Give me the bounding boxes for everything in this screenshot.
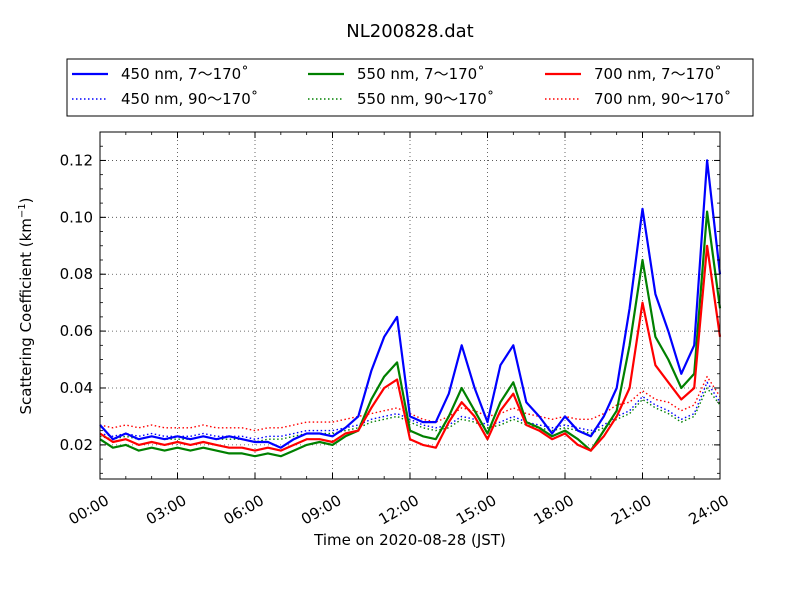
x-tick-label: 03:00 <box>143 491 189 528</box>
x-axis-label: Time on 2020-08-28 (JST) <box>313 531 506 549</box>
legend-label: 700 nm, 7～170˚ <box>594 65 722 83</box>
y-tick-label: 0.04 <box>60 379 93 397</box>
legend-label: 450 nm, 7～170˚ <box>121 65 249 83</box>
y-tick-label: 0.02 <box>60 436 93 454</box>
x-tick-label: 00:00 <box>66 491 112 528</box>
y-axis-label: Scattering Coefficient (km−1) <box>17 197 35 414</box>
x-tick-label: 09:00 <box>298 491 344 528</box>
y-tick-label: 0.10 <box>60 208 93 226</box>
x-tick-label: 18:00 <box>531 491 577 528</box>
series-line <box>99 244 722 452</box>
x-tick-label: 06:00 <box>221 491 267 528</box>
legend-label: 450 nm, 90～170˚ <box>121 90 258 108</box>
y-axis-label-main: Scattering Coefficient (km <box>17 218 35 414</box>
series-line <box>99 210 722 458</box>
plot-area <box>99 159 722 458</box>
legend: 450 nm, 7～170˚ 550 nm, 7～170˚ 700 nm, 7～17… <box>66 58 754 117</box>
legend-box <box>66 58 754 117</box>
legend-label: 550 nm, 7～170˚ <box>357 65 485 83</box>
x-tick-label: 24:00 <box>686 491 732 528</box>
y-axis-label-end: ) <box>17 197 35 203</box>
legend-label: 550 nm, 90～170˚ <box>357 90 494 108</box>
y-tick-label: 0.12 <box>60 151 93 169</box>
y-tick-label: 0.06 <box>60 322 93 340</box>
x-tick-label: 21:00 <box>608 491 654 528</box>
series-line <box>99 159 722 449</box>
y-tick-label: 0.08 <box>60 265 93 283</box>
chart-title: NL200828.dat <box>346 21 473 42</box>
legend-label: 700 nm, 90～170˚ <box>594 90 731 108</box>
x-tick-label: 15:00 <box>453 491 499 528</box>
y-axis-label-sup: −1 <box>17 203 28 218</box>
x-tick-label: 12:00 <box>376 491 422 528</box>
series-line <box>99 381 721 440</box>
